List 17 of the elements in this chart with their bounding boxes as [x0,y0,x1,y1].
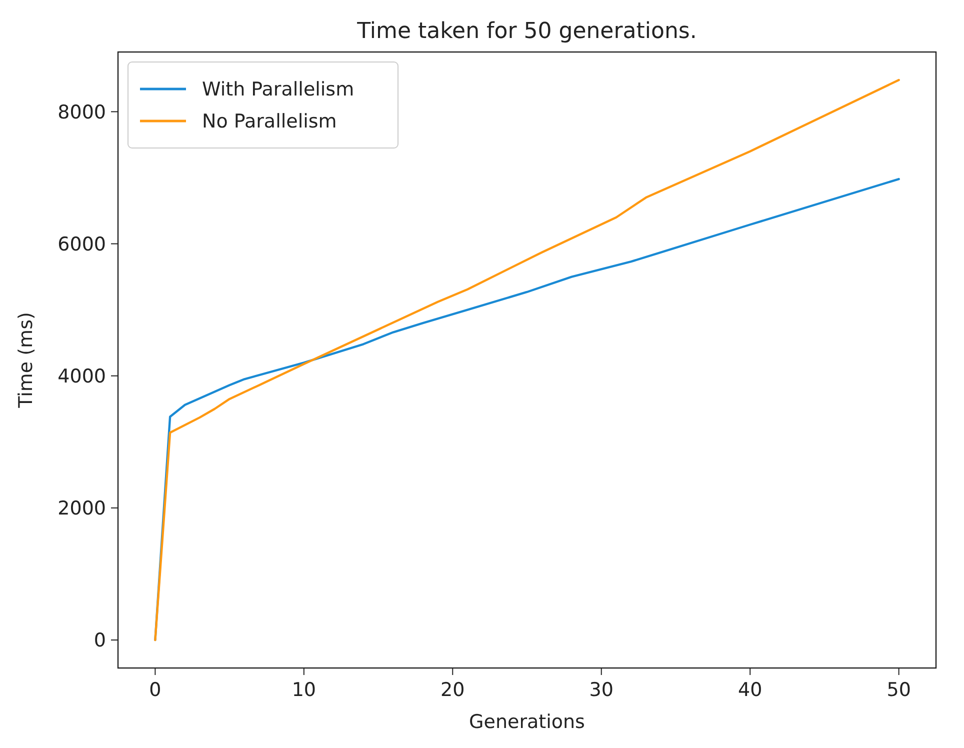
x-tick-label: 30 [589,679,614,701]
legend-label: With Parallelism [202,78,354,101]
y-tick-label: 4000 [58,366,106,388]
x-tick-label: 40 [738,679,762,701]
line-series [154,78,900,642]
y-tick-label: 8000 [58,101,106,124]
y-tick-label: 6000 [58,233,106,256]
x-axis-title: Generations [469,711,585,733]
x-tick-label: 50 [886,679,911,701]
x-tick-label: 10 [292,679,316,701]
y-tick-label: 0 [94,630,106,652]
x-tick-label: 20 [440,679,465,701]
x-tick-label: 0 [149,679,162,701]
y-axis-title: Time (ms) [15,312,37,409]
legend-label: No Parallelism [202,110,337,133]
y-tick-label: 2000 [58,498,106,520]
chart-title: Time taken for 50 generations. [356,19,697,44]
